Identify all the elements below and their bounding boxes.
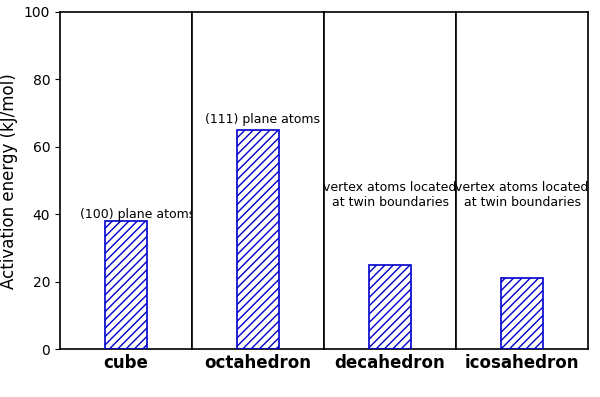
Bar — [237, 130, 279, 349]
Bar — [369, 265, 411, 349]
Y-axis label: Activation energy (kJ/mol): Activation energy (kJ/mol) — [1, 73, 19, 289]
Text: (100) plane atoms: (100) plane atoms — [80, 208, 195, 221]
Text: vertex atoms located
at twin boundaries: vertex atoms located at twin boundaries — [455, 181, 589, 209]
Bar — [501, 279, 543, 349]
Bar — [105, 221, 147, 349]
Text: vertex atoms located
at twin boundaries: vertex atoms located at twin boundaries — [323, 181, 457, 209]
Text: (111) plane atoms: (111) plane atoms — [205, 113, 320, 126]
